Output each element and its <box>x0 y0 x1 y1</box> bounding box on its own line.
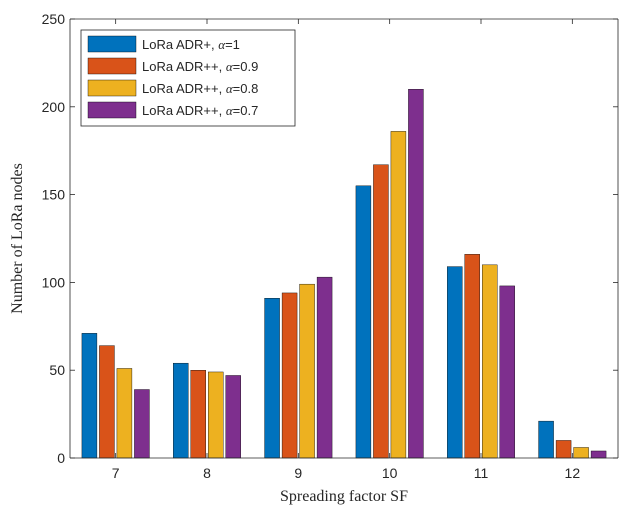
bar <box>573 447 589 459</box>
bar <box>590 450 607 459</box>
y-tick-label: 100 <box>42 274 66 290</box>
bar <box>281 292 298 459</box>
ticks-layer: 0 50 100 150 200 250 7 8 9 10 11 12 <box>42 11 618 481</box>
bar <box>464 254 480 459</box>
bar <box>482 264 498 459</box>
bar <box>208 371 224 459</box>
legend-series-name: LoRa ADR++, <box>142 81 226 96</box>
bar <box>408 89 424 459</box>
bar <box>264 298 280 459</box>
legend-label: LoRa ADR+, α=1 <box>142 37 240 52</box>
y-tick-label: 150 <box>42 187 66 203</box>
legend-swatch <box>87 35 137 53</box>
y-tick-label: 200 <box>42 99 66 115</box>
bar <box>316 276 333 459</box>
bar <box>555 440 572 459</box>
legend-alpha-value: =0.9 <box>233 59 259 74</box>
y-tick-label: 0 <box>57 450 65 466</box>
legend-series-name: LoRa ADR+, <box>142 37 218 52</box>
bar <box>299 283 315 459</box>
legend-alpha-value: =1 <box>225 37 240 52</box>
legend-alpha-value: =0.8 <box>233 81 259 96</box>
y-tick-label: 50 <box>49 362 65 378</box>
legend-label: LoRa ADR++, α=0.7 <box>142 103 258 118</box>
legend-label: LoRa ADR++, α=0.9 <box>142 59 258 74</box>
bar <box>134 389 150 459</box>
legend-swatch <box>87 57 137 75</box>
legend-label: LoRa ADR++, α=0.8 <box>142 81 258 96</box>
x-tick-label: 7 <box>112 465 120 481</box>
axes-layer <box>69 18 619 459</box>
y-axis-title: Number of LoRa nodes <box>9 163 26 314</box>
bar <box>355 185 372 459</box>
x-tick-label: 9 <box>294 465 302 481</box>
x-tick-label: 10 <box>382 465 398 481</box>
bar <box>225 375 241 459</box>
legend-alpha-symbol: α <box>226 103 234 118</box>
x-tick-label: 8 <box>203 465 211 481</box>
bar <box>373 164 389 459</box>
bar <box>173 362 189 459</box>
legend-alpha-symbol: α <box>226 81 234 96</box>
bar <box>190 370 206 459</box>
bars-layer <box>81 89 607 459</box>
legend-alpha-symbol: α <box>226 59 234 74</box>
x-tick-label: 11 <box>474 465 489 481</box>
legend-swatch <box>87 79 137 97</box>
bar <box>99 345 115 459</box>
legend-series-name: LoRa ADR++, <box>142 103 226 118</box>
legend-alpha-symbol: α <box>218 37 226 52</box>
y-tick-label: 250 <box>42 11 66 27</box>
bar <box>538 420 554 459</box>
bar <box>447 266 463 459</box>
bar <box>499 285 515 459</box>
x-axis-title: Spreading factor SF <box>280 488 408 505</box>
legend-series-name: LoRa ADR++, <box>142 59 226 74</box>
x-tick-label: 12 <box>565 465 581 481</box>
legend-swatch <box>87 101 137 119</box>
legend-alpha-value: =0.7 <box>233 103 259 118</box>
bar <box>390 131 407 459</box>
bar <box>116 368 133 459</box>
bar <box>81 333 98 459</box>
